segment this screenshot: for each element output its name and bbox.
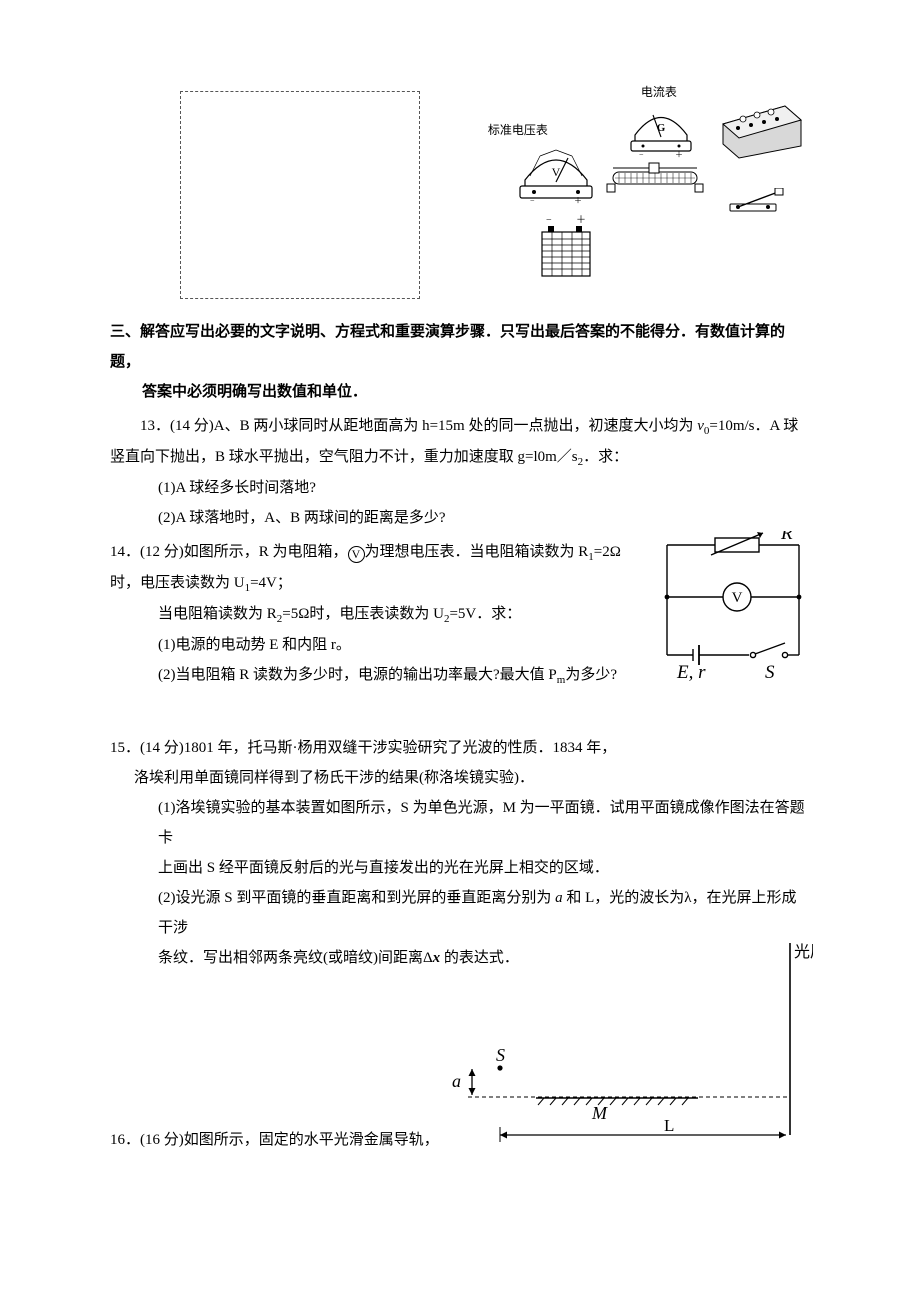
q15-line2: 洛埃利用单面镜同样得到了杨氏干涉的结果(称洛埃镜实验)． <box>110 763 810 793</box>
rheostat-icon <box>605 158 705 194</box>
answer-dashed-box <box>180 91 420 299</box>
svg-text:＋: ＋ <box>576 215 586 226</box>
svg-text:V: V <box>732 590 743 606</box>
circled-v-icon: V <box>348 546 365 563</box>
svg-text:−: − <box>546 215 552 226</box>
q13-text: 13．(14 分)A、B 两小球同时从距地面高为 h=15m 处的同一点抛出，初… <box>110 411 810 442</box>
q15-line1: 15．(14 分)1801 年，托马斯·杨用双缝干涉实验研究了光波的性质．183… <box>110 733 810 763</box>
svg-text:＋: ＋ <box>574 196 582 205</box>
q16-text: 16．(16 分)如图所示，固定的水平光滑金属导轨， <box>110 1125 810 1155</box>
q15-sub1b: 上画出 S 经平面镜反射后的光与直接发出的光在光屏上相交的区域． <box>110 853 810 883</box>
section-3-heading-line1: 三、解答应写出必要的文字说明、方程式和重要演算步骤．只写出最后答案的不能得分．有… <box>110 324 785 370</box>
q14-circuit-figure: R V E, r S <box>655 531 810 686</box>
q13-sub2: (2)A 球落地时，A、B 两球间的距离是多少? <box>110 503 810 533</box>
voltmeter-std-label: 标准电压表 <box>488 118 548 142</box>
svg-text:V: V <box>552 165 561 179</box>
ammeter: 电流表 G −＋ <box>625 95 697 160</box>
question-15: 15．(14 分)1801 年，托马斯·杨用双缝干涉实验研究了光波的性质．183… <box>110 733 810 973</box>
battery-icon: − ＋ <box>538 215 598 281</box>
q13-sub1: (1)A 球经多长时间落地? <box>110 473 810 503</box>
svg-text:光屏: 光屏 <box>794 943 813 961</box>
equipment-figure: 标准电压表 V −＋ 电流表 G −＋ <box>520 80 810 290</box>
svg-text:E, r: E, r <box>676 662 706 683</box>
resistor-box-icon <box>715 102 805 160</box>
q13-line2: 竖直向下抛出，B 球水平抛出，空气阻力不计，重力加速度取 g=l0m／s2．求： <box>110 442 810 473</box>
question-13: 13．(14 分)A、B 两小球同时从距地面高为 h=15m 处的同一点抛出，初… <box>110 411 810 533</box>
svg-text:a: a <box>452 1071 461 1091</box>
voltmeter-standard: 标准电压表 V −＋ <box>510 130 602 205</box>
svg-text:S: S <box>765 662 775 683</box>
section-3-heading-line2: 答案中必须明确写出数值和单位． <box>110 377 810 407</box>
q15-sub2a: (2)设光源 S 到平面镜的垂直距离和到光屏的垂直距离分别为 a 和 L，光的波… <box>110 883 810 943</box>
ammeter-label: 电流表 <box>641 80 677 104</box>
question-16: 16．(16 分)如图所示，固定的水平光滑金属导轨， <box>110 1125 810 1155</box>
svg-text:S: S <box>496 1045 505 1065</box>
svg-text:R: R <box>780 531 793 544</box>
q15-sub1a: (1)洛埃镜实验的基本装置如图所示，S 为单色光源，M 为一平面镜．试用平面镜成… <box>110 793 810 853</box>
section-3-heading: 三、解答应写出必要的文字说明、方程式和重要演算步骤．只写出最后答案的不能得分．有… <box>110 317 810 407</box>
svg-text:M: M <box>591 1103 608 1123</box>
question-14: R V E, r S 14．(12 分)如图所示，R 为电阻箱，V为理想电压表．… <box>110 537 810 691</box>
switch-icon <box>726 188 786 218</box>
svg-text:L: L <box>664 1116 674 1135</box>
top-figure-row: 标准电压表 V − ＋ 电流表 G −＋ <box>110 80 810 299</box>
svg-text:−: − <box>530 196 535 205</box>
